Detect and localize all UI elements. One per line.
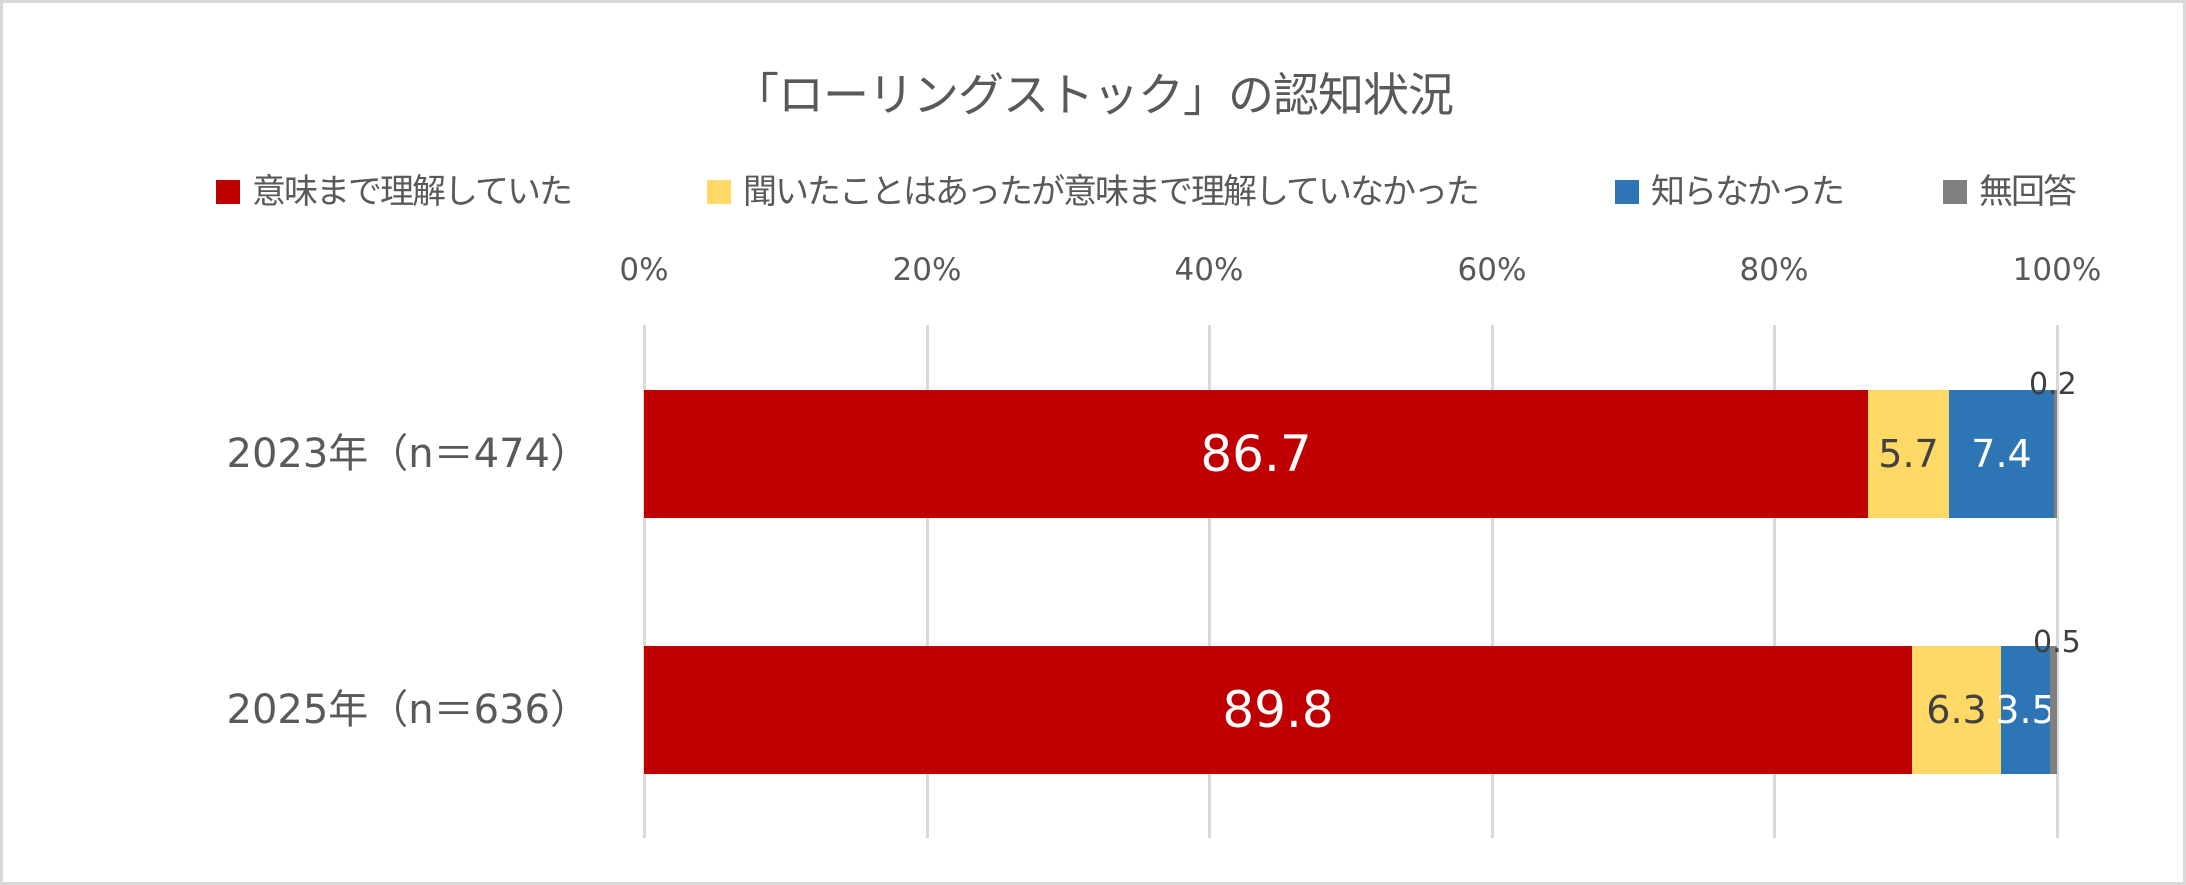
gridline: [643, 325, 646, 838]
bar-segment-no-answer: [2050, 646, 2057, 774]
data-label: 3.5: [1995, 688, 2056, 732]
legend-label: 聞いたことはあったが意味まで理解していなかった: [743, 172, 1480, 212]
x-tick-40: 40%: [1174, 252, 1244, 288]
x-tick-0: 0%: [619, 252, 669, 288]
bar-segment-heard: 6.3: [1912, 646, 2001, 774]
data-label-no-answer-2023: 0.2: [2029, 367, 2077, 402]
data-label: 6.3: [1926, 688, 1987, 732]
bar-segment-understood: 89.8: [644, 646, 1912, 774]
legend-label: 知らなかった: [1651, 172, 1845, 212]
chart-title: 「ローリングストック」の認知状況: [733, 68, 1454, 122]
bar-segment-did-not-know: 3.5: [1995, 646, 2056, 774]
bar-segment-understood: 86.7: [644, 390, 1868, 518]
bar-2025: 89.8 6.3 3.5: [644, 646, 2057, 774]
legend-swatch-blue-icon: [1615, 180, 1639, 204]
data-label: 7.4: [1971, 432, 2032, 476]
legend-item-understood: 意味まで理解していた: [216, 170, 573, 214]
data-label: 89.8: [1222, 681, 1334, 739]
bar-2023: 86.7 5.7 7.4: [644, 390, 2057, 518]
category-label-2023: 2023年（n＝474）: [226, 431, 591, 477]
data-label: 86.7: [1200, 425, 1312, 483]
legend-item-heard-not-understood: 聞いたことはあったが意味まで理解していなかった: [707, 170, 1480, 214]
x-tick-100: 100%: [2012, 252, 2102, 288]
bar-segment-heard: 5.7: [1868, 390, 1949, 518]
legend-label: 意味まで理解していた: [252, 172, 573, 212]
x-tick-80: 80%: [1739, 252, 1809, 288]
bar-segment-no-answer: [2054, 390, 2057, 518]
bar-segment-did-not-know: 7.4: [1949, 390, 2054, 518]
x-tick-20: 20%: [892, 252, 962, 288]
x-tick-60: 60%: [1457, 252, 1527, 288]
category-label-2025: 2025年（n＝636）: [226, 687, 591, 733]
gridline: [1773, 325, 1776, 838]
gridline: [1208, 325, 1211, 838]
gridline: [1491, 325, 1494, 838]
data-label-no-answer-2025: 0.5: [2033, 625, 2081, 660]
legend-item-no-answer: 無回答: [1943, 170, 2077, 214]
data-label: 5.7: [1878, 432, 1939, 476]
legend-swatch-yellow-icon: [707, 180, 731, 204]
gridline: [2056, 325, 2059, 838]
legend-swatch-gray-icon: [1943, 180, 1967, 204]
legend-label: 無回答: [1979, 172, 2077, 212]
legend-swatch-red-icon: [216, 180, 240, 204]
gridline: [926, 325, 929, 838]
legend-item-did-not-know: 知らなかった: [1615, 170, 1845, 214]
